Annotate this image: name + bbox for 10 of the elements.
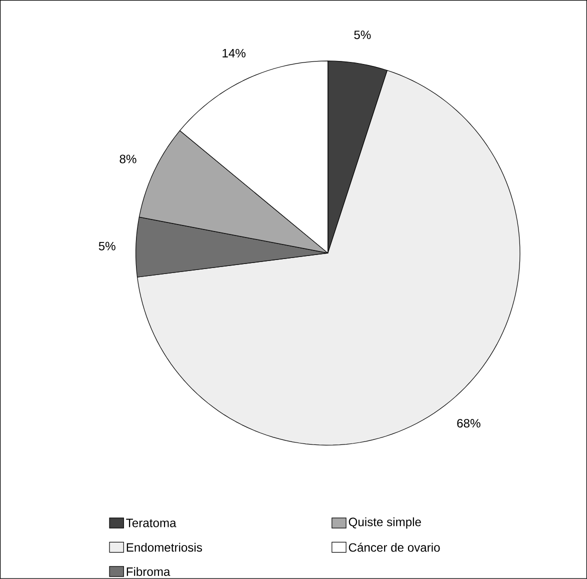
legend-label: Teratoma <box>126 518 176 528</box>
legend-label: Fibroma <box>126 567 170 576</box>
data-label: 5% <box>354 30 371 40</box>
data-label: 14% <box>222 48 246 58</box>
data-label: 8% <box>120 154 136 164</box>
legend-label: Quiste simple <box>348 517 421 529</box>
legend-label: Endometriosis <box>126 542 202 552</box>
data-label: 68% <box>457 419 480 428</box>
data-label: 5% <box>98 242 116 250</box>
legend-label: Cáncer de ovario <box>348 542 440 552</box>
